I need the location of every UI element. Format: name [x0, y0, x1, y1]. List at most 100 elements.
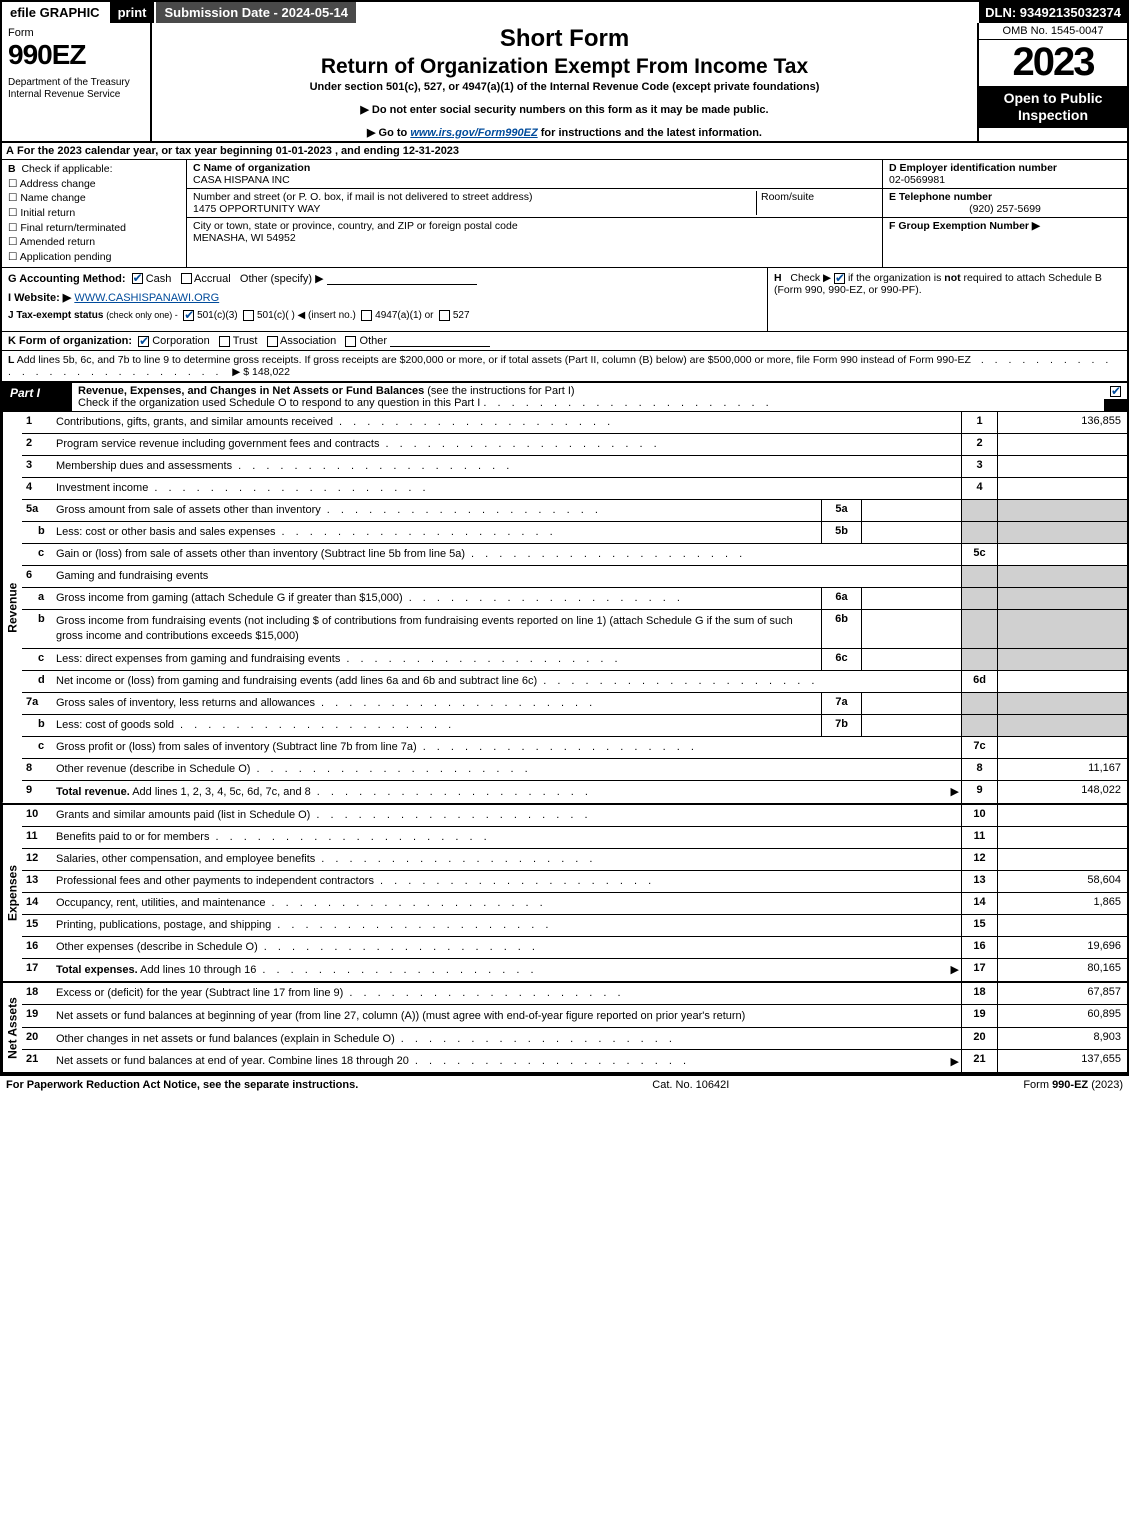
right-line-val: 1,865 [997, 893, 1127, 914]
line-desc: Less: cost of goods sold . . . . . . . .… [54, 715, 821, 736]
right-line-num [961, 588, 997, 609]
tel-value: (920) 257-5699 [889, 203, 1121, 215]
chk-4947[interactable] [361, 310, 372, 321]
part-1-title-text: Revenue, Expenses, and Changes in Net As… [78, 385, 424, 397]
line-desc: Professional fees and other payments to … [54, 871, 961, 892]
k-trust: Trust [233, 335, 258, 347]
column-b-checkboxes: B Check if applicable: Address change Na… [2, 160, 187, 267]
ein-row: D Employer identification number 02-0569… [883, 160, 1127, 189]
telephone-row: E Telephone number (920) 257-5699 [883, 189, 1127, 218]
right-line-val [997, 649, 1127, 670]
chk-address-change[interactable]: Address change [8, 177, 180, 192]
right-line-val: 11,167 [997, 759, 1127, 780]
right-line-num: 13 [961, 871, 997, 892]
right-line-num [961, 693, 997, 714]
right-line-val [997, 715, 1127, 736]
line-18: 18Excess or (deficit) for the year (Subt… [22, 983, 1127, 1005]
expense-lines: 10Grants and similar amounts paid (list … [22, 805, 1127, 981]
line-9: 9Total revenue. Add lines 1, 2, 3, 4, 5c… [22, 781, 1127, 803]
j-note: (check only one) - [106, 310, 178, 320]
submission-text: Submission Date - 2024-05-14 [164, 5, 348, 20]
form-header: Form 990EZ Department of the Treasury In… [2, 23, 1127, 143]
org-city: MENASHA, WI 54952 [193, 232, 296, 244]
website-link[interactable]: WWW.CASHISPANAWI.ORG [74, 292, 219, 304]
chk-initial-return[interactable]: Initial return [8, 206, 180, 221]
line-num: 15 [22, 915, 54, 936]
line-16: 16Other expenses (describe in Schedule O… [22, 937, 1127, 959]
j-527: 527 [453, 310, 470, 321]
name-label: C Name of organization [193, 162, 310, 174]
right-line-num [961, 566, 997, 587]
right-line-num: 17 [961, 959, 997, 981]
g-other: Other (specify) ▶ [240, 273, 324, 285]
form-label: Form [8, 27, 144, 39]
k-other: Other [360, 335, 388, 347]
sub-line-num: 6c [821, 649, 861, 670]
chk-schedule-b[interactable] [834, 273, 845, 284]
chk-cash[interactable] [132, 273, 143, 284]
right-line-val [997, 566, 1127, 587]
print-button[interactable]: print [110, 2, 157, 23]
department-label: Department of the Treasury Internal Reve… [8, 77, 144, 100]
footer-right-post: (2023) [1088, 1079, 1123, 1091]
inspection-badge: Open to Public Inspection [979, 86, 1127, 128]
line-b: bGross income from fundraising events (n… [22, 610, 1127, 649]
j-501c: 501(c)( ) ◀ (insert no.) [257, 310, 356, 321]
sub-line-num: 7b [821, 715, 861, 736]
line-12: 12Salaries, other compensation, and empl… [22, 849, 1127, 871]
header-right: OMB No. 1545-0047 2023 Open to Public In… [977, 23, 1127, 141]
chk-amended-return[interactable]: Amended return [8, 235, 180, 250]
right-line-num: 2 [961, 434, 997, 455]
addr-label: Number and street (or P. O. box, if mail… [193, 191, 752, 203]
city-label: City or town, state or province, country… [193, 220, 518, 232]
g-other-blank[interactable] [327, 284, 477, 285]
part-1-schedule-o-check [1104, 383, 1127, 399]
chk-trust[interactable] [219, 336, 230, 347]
irs-link[interactable]: www.irs.gov/Form990EZ [410, 127, 537, 139]
line-desc: Printing, publications, postage, and shi… [54, 915, 961, 936]
chk-schedule-o[interactable] [1110, 386, 1121, 397]
line-num: 19 [22, 1005, 54, 1028]
chk-other-org[interactable] [345, 336, 356, 347]
org-city-row: City or town, state or province, country… [187, 218, 882, 246]
chk-corporation[interactable] [138, 336, 149, 347]
net-asset-lines: 18Excess or (deficit) for the year (Subt… [22, 983, 1127, 1073]
right-line-val: 67,857 [997, 983, 1127, 1004]
sub-line-num: 6b [821, 610, 861, 648]
chk-final-return[interactable]: Final return/terminated [8, 221, 180, 236]
omb-number: OMB No. 1545-0047 [979, 23, 1127, 40]
g-cash: Cash [146, 273, 172, 285]
tax-year: 2023 [979, 40, 1127, 86]
sub-line-val [861, 610, 961, 648]
right-line-num: 5c [961, 544, 997, 565]
part-1-title-note: (see the instructions for Part I) [427, 385, 574, 397]
line-20: 20Other changes in net assets or fund ba… [22, 1028, 1127, 1050]
line-num: 8 [22, 759, 54, 780]
line-num: 11 [22, 827, 54, 848]
short-form-title: Short Form [158, 25, 971, 53]
footer-right: Form 990-EZ (2023) [1023, 1079, 1123, 1091]
right-line-val: 80,165 [997, 959, 1127, 981]
k-other-blank[interactable] [390, 346, 490, 347]
right-line-num [961, 610, 997, 648]
line-desc: Other expenses (describe in Schedule O) … [54, 937, 961, 958]
chk-association[interactable] [267, 336, 278, 347]
footer-left: For Paperwork Reduction Act Notice, see … [6, 1079, 358, 1091]
efile-text: efile GRAPHIC [10, 5, 100, 20]
right-line-val [997, 737, 1127, 758]
right-line-num: 11 [961, 827, 997, 848]
footer-right-pre: Form [1023, 1079, 1052, 1091]
k-assoc: Association [280, 335, 336, 347]
chk-name-change[interactable]: Name change [8, 191, 180, 206]
right-line-val [997, 915, 1127, 936]
chk-501c[interactable] [243, 310, 254, 321]
k-label: K Form of organization: [8, 335, 132, 347]
chk-501c3[interactable] [183, 310, 194, 321]
chk-accrual[interactable] [181, 273, 192, 284]
sub-line-val [861, 588, 961, 609]
right-line-val [997, 456, 1127, 477]
sub-line-num: 5b [821, 522, 861, 543]
chk-application-pending[interactable]: Application pending [8, 250, 180, 265]
right-line-val [997, 693, 1127, 714]
chk-527[interactable] [439, 310, 450, 321]
